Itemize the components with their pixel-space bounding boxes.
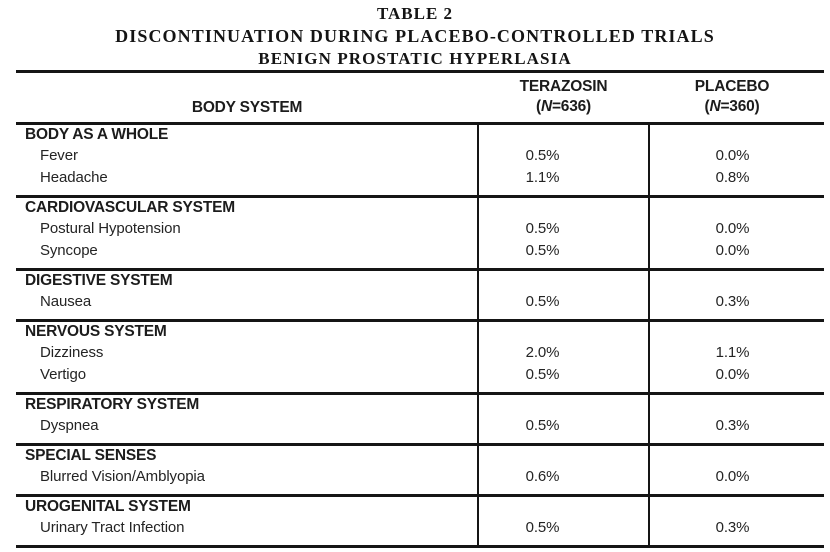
column-header-terazosin: TERAZOSIN (N=636)	[478, 70, 649, 125]
n-value: =360)	[720, 98, 760, 115]
group-respiratory-system: RESPIRATORY SYSTEM Dyspnea 0.5% 0.3%	[16, 392, 824, 445]
empty-value-cell	[477, 122, 649, 145]
n-symbol: N	[709, 98, 721, 115]
group-header-row: UROGENITAL SYSTEM	[16, 494, 824, 517]
group-header-row: DIGESTIVE SYSTEM	[16, 268, 824, 291]
group-label: RESPIRATORY SYSTEM	[16, 392, 478, 415]
column-header-placebo: PLACEBO (N=360)	[649, 70, 824, 125]
terazosin-value: 2.0%	[477, 342, 649, 364]
empty-value-cell	[477, 443, 649, 466]
group-header-row: CARDIOVASCULAR SYSTEM	[16, 195, 824, 218]
data-row: Fever 0.5% 0.0%	[16, 145, 824, 167]
group-header-row: SPECIAL SENSES	[16, 443, 824, 466]
paren-open: (	[704, 98, 710, 115]
empty-value-cell	[648, 392, 824, 415]
placebo-value: 0.3%	[648, 415, 824, 445]
group-urogenital-system: UROGENITAL SYSTEM Urinary Tract Infectio…	[16, 494, 824, 547]
adverse-event-label: Vertigo	[40, 366, 86, 383]
terazosin-value: 0.5%	[477, 415, 649, 445]
table-number: TABLE 2	[376, 4, 454, 23]
placebo-value: 0.0%	[648, 240, 824, 270]
terazosin-value: 0.5%	[477, 145, 649, 167]
adverse-event-label: Dizziness	[40, 344, 104, 361]
placebo-value: 1.1%	[648, 342, 824, 364]
discontinuation-table: BODY SYSTEM TERAZOSIN (N=636) PLACEBO (N…	[16, 70, 824, 548]
group-header-row: RESPIRATORY SYSTEM	[16, 392, 824, 415]
placebo-value: 0.0%	[648, 364, 824, 394]
group-special-senses: SPECIAL SENSES Blurred Vision/Amblyopia …	[16, 443, 824, 496]
terazosin-value: 0.5%	[477, 218, 649, 240]
group-digestive-system: DIGESTIVE SYSTEM Nausea 0.5% 0.3%	[16, 268, 824, 321]
terazosin-value: 0.5%	[477, 240, 649, 270]
group-label: BODY AS A WHOLE	[16, 122, 478, 145]
group-body-as-a-whole: BODY AS A WHOLE Fever 0.5% 0.0% Headache…	[16, 122, 824, 197]
terazosin-value: 0.5%	[477, 291, 649, 321]
table-title: DISCONTINUATION DURING PLACEBO-CONTROLLE…	[115, 26, 715, 46]
empty-value-cell	[648, 443, 824, 466]
n-symbol: N	[540, 98, 552, 115]
terazosin-value: 0.5%	[477, 364, 649, 394]
empty-value-cell	[648, 122, 824, 145]
column-header-row: BODY SYSTEM TERAZOSIN (N=636) PLACEBO (N…	[16, 70, 824, 125]
group-label: SPECIAL SENSES	[16, 443, 478, 466]
terazosin-value: 1.1%	[477, 167, 649, 197]
table-subtitle: BENIGN PROSTATIC HYPERLASIA	[258, 49, 572, 68]
empty-value-cell	[648, 268, 824, 291]
data-row: Vertigo 0.5% 0.0%	[16, 364, 824, 394]
data-row: Headache 1.1% 0.8%	[16, 167, 824, 197]
placebo-value: 0.0%	[648, 466, 824, 496]
placebo-value: 0.3%	[648, 291, 824, 321]
group-nervous-system: NERVOUS SYSTEM Dizziness 2.0% 1.1% Verti…	[16, 319, 824, 394]
empty-value-cell	[477, 319, 649, 342]
placebo-value: 0.0%	[648, 218, 824, 240]
placebo-value: 0.0%	[648, 145, 824, 167]
placebo-header-label: PLACEBO	[694, 78, 770, 95]
group-header-row: NERVOUS SYSTEM	[16, 319, 824, 342]
adverse-event-label: Blurred Vision/Amblyopia	[40, 468, 205, 485]
data-row: Nausea 0.5% 0.3%	[16, 291, 824, 321]
empty-value-cell	[477, 268, 649, 291]
adverse-event-label: Dyspnea	[40, 417, 99, 434]
adverse-event-label: Urinary Tract Infection	[40, 519, 185, 536]
adverse-event-label: Headache	[40, 169, 108, 186]
empty-value-cell	[648, 494, 824, 517]
placebo-value: 0.3%	[648, 517, 824, 547]
group-cardiovascular-system: CARDIOVASCULAR SYSTEM Postural Hypotensi…	[16, 195, 824, 270]
group-label: DIGESTIVE SYSTEM	[16, 268, 478, 291]
adverse-event-label: Fever	[40, 147, 78, 164]
empty-value-cell	[477, 392, 649, 415]
placebo-value: 0.8%	[648, 167, 824, 197]
adverse-event-label: Nausea	[40, 293, 92, 310]
group-label: CARDIOVASCULAR SYSTEM	[16, 195, 478, 218]
adverse-event-label: Postural Hypotension	[40, 220, 181, 237]
n-value: =636)	[551, 98, 592, 115]
column-header-body-system: BODY SYSTEM	[16, 70, 478, 125]
group-header-row: BODY AS A WHOLE	[16, 122, 824, 145]
adverse-event-label: Syncope	[40, 242, 98, 259]
data-row: Syncope 0.5% 0.0%	[16, 240, 824, 270]
terazosin-value: 0.6%	[477, 466, 649, 496]
empty-value-cell	[648, 195, 824, 218]
placebo-n-count: (N=360)	[649, 97, 824, 117]
data-row: Urinary Tract Infection 0.5% 0.3%	[16, 517, 824, 547]
data-row: Dyspnea 0.5% 0.3%	[16, 415, 824, 445]
paren-open: (	[535, 98, 541, 115]
group-label: UROGENITAL SYSTEM	[16, 494, 478, 517]
terazosin-header-label: TERAZOSIN	[519, 78, 608, 95]
data-row: Postural Hypotension 0.5% 0.0%	[16, 218, 824, 240]
body-system-header-label: BODY SYSTEM	[191, 99, 303, 116]
data-row: Dizziness 2.0% 1.1%	[16, 342, 824, 364]
data-row: Blurred Vision/Amblyopia 0.6% 0.0%	[16, 466, 824, 496]
group-label: NERVOUS SYSTEM	[16, 319, 478, 342]
empty-value-cell	[648, 319, 824, 342]
terazosin-value: 0.5%	[477, 517, 649, 547]
terazosin-n-count: (N=636)	[478, 97, 649, 117]
empty-value-cell	[477, 494, 649, 517]
table-title-block: TABLE 2 DISCONTINUATION DURING PLACEBO-C…	[0, 0, 830, 70]
empty-value-cell	[477, 195, 649, 218]
